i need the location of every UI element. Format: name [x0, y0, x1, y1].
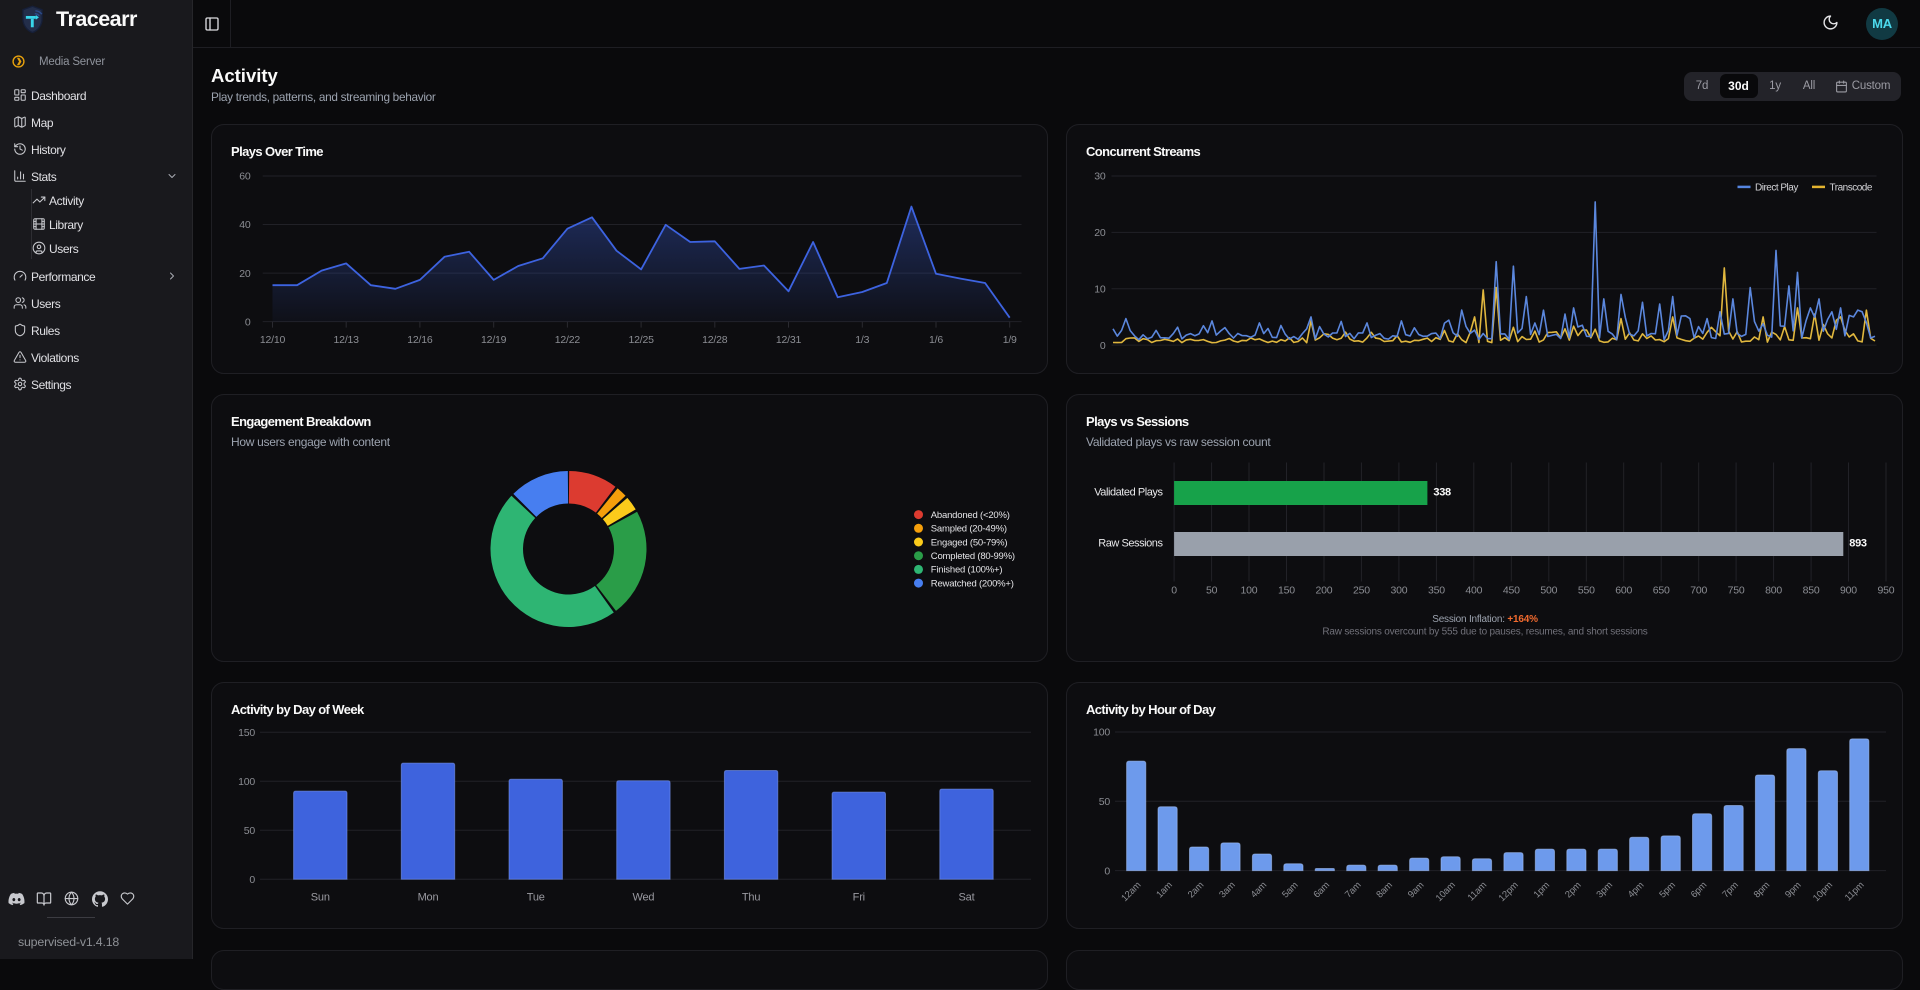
svg-text:100: 100	[1093, 727, 1110, 739]
svg-text:7pm: 7pm	[1720, 880, 1741, 901]
svg-text:Sat: Sat	[959, 892, 975, 904]
svg-text:7am: 7am	[1343, 880, 1364, 901]
svg-text:100: 100	[238, 776, 255, 788]
svg-text:Abandoned (<20%): Abandoned (<20%)	[931, 510, 1010, 521]
svg-text:4am: 4am	[1249, 880, 1270, 901]
svg-text:Session Inflation: +164%: Session Inflation: +164%	[1432, 614, 1538, 625]
svg-text:Sampled (20-49%): Sampled (20-49%)	[931, 524, 1007, 535]
svg-text:600: 600	[1615, 585, 1632, 597]
svg-text:9pm: 9pm	[1783, 880, 1804, 901]
svg-text:Wed: Wed	[632, 892, 654, 904]
svg-text:10am: 10am	[1434, 880, 1458, 904]
svg-text:9am: 9am	[1406, 880, 1427, 901]
svg-text:893: 893	[1849, 538, 1867, 550]
svg-text:1/6: 1/6	[929, 334, 943, 346]
svg-text:1/3: 1/3	[855, 334, 869, 346]
svg-text:50: 50	[1206, 585, 1218, 597]
svg-text:12/22: 12/22	[555, 334, 581, 346]
svg-text:40: 40	[239, 219, 251, 231]
svg-text:20: 20	[1094, 227, 1106, 239]
svg-text:12/28: 12/28	[702, 334, 728, 346]
svg-text:400: 400	[1465, 585, 1482, 597]
svg-text:12/10: 12/10	[260, 334, 286, 346]
svg-text:Tue: Tue	[527, 892, 545, 904]
svg-text:Thu: Thu	[742, 892, 760, 904]
svg-text:8am: 8am	[1374, 880, 1395, 901]
svg-text:350: 350	[1428, 585, 1445, 597]
svg-text:Raw Sessions: Raw Sessions	[1098, 538, 1163, 550]
svg-text:10: 10	[1094, 283, 1106, 295]
svg-text:12/31: 12/31	[776, 334, 802, 346]
svg-text:2am: 2am	[1186, 880, 1207, 901]
svg-text:Sun: Sun	[311, 892, 330, 904]
svg-text:550: 550	[1578, 585, 1595, 597]
svg-text:0: 0	[249, 874, 255, 886]
svg-text:2pm: 2pm	[1563, 880, 1584, 901]
svg-text:5pm: 5pm	[1657, 880, 1678, 901]
svg-text:12/19: 12/19	[481, 334, 507, 346]
svg-text:10pm: 10pm	[1811, 880, 1835, 904]
svg-text:12/13: 12/13	[334, 334, 360, 346]
svg-text:50: 50	[244, 825, 256, 837]
svg-text:800: 800	[1765, 585, 1782, 597]
svg-text:12am: 12am	[1119, 880, 1143, 904]
svg-text:Finished (100%+): Finished (100%+)	[931, 565, 1003, 576]
svg-text:4pm: 4pm	[1626, 880, 1647, 901]
svg-text:Validated Plays: Validated Plays	[1094, 487, 1163, 499]
svg-text:Engaged (50-79%): Engaged (50-79%)	[931, 537, 1008, 548]
svg-text:50: 50	[1099, 796, 1111, 808]
svg-text:0: 0	[1104, 865, 1110, 877]
svg-text:850: 850	[1803, 585, 1820, 597]
svg-text:650: 650	[1653, 585, 1670, 597]
svg-text:12pm: 12pm	[1497, 880, 1521, 904]
svg-text:250: 250	[1353, 585, 1370, 597]
svg-text:0: 0	[1100, 340, 1106, 352]
svg-text:900: 900	[1840, 585, 1857, 597]
svg-text:0: 0	[1171, 585, 1177, 597]
svg-text:500: 500	[1540, 585, 1557, 597]
svg-text:Direct Play: Direct Play	[1755, 182, 1798, 193]
svg-text:Mon: Mon	[418, 892, 439, 904]
svg-text:0: 0	[245, 316, 251, 328]
svg-text:200: 200	[1316, 585, 1333, 597]
svg-text:11am: 11am	[1466, 880, 1490, 904]
svg-text:3am: 3am	[1217, 880, 1238, 901]
svg-text:150: 150	[238, 727, 255, 739]
svg-text:11pm: 11pm	[1843, 880, 1867, 904]
svg-text:150: 150	[1278, 585, 1295, 597]
svg-text:1pm: 1pm	[1532, 880, 1553, 901]
svg-text:950: 950	[1878, 585, 1895, 597]
svg-text:700: 700	[1690, 585, 1707, 597]
svg-text:100: 100	[1241, 585, 1258, 597]
svg-text:450: 450	[1503, 585, 1520, 597]
svg-text:6pm: 6pm	[1689, 880, 1710, 901]
svg-text:Completed (80-99%): Completed (80-99%)	[931, 551, 1015, 562]
svg-text:Transcode: Transcode	[1830, 182, 1873, 193]
svg-text:12/16: 12/16	[407, 334, 433, 346]
svg-text:1am: 1am	[1154, 880, 1175, 901]
svg-text:8pm: 8pm	[1752, 880, 1773, 901]
svg-text:20: 20	[239, 268, 251, 280]
svg-text:Raw sessions overcount by 555: Raw sessions overcount by 555 due to pau…	[1322, 627, 1647, 638]
svg-text:60: 60	[239, 171, 251, 183]
svg-text:12/25: 12/25	[628, 334, 654, 346]
svg-text:300: 300	[1390, 585, 1407, 597]
svg-text:1/9: 1/9	[1003, 334, 1017, 346]
svg-text:30: 30	[1094, 171, 1106, 183]
svg-text:3pm: 3pm	[1594, 880, 1615, 901]
svg-text:750: 750	[1728, 585, 1745, 597]
svg-text:Fri: Fri	[853, 892, 865, 904]
svg-text:Rewatched (200%+): Rewatched (200%+)	[931, 578, 1014, 589]
svg-text:338: 338	[1433, 487, 1451, 499]
svg-text:6am: 6am	[1311, 880, 1332, 901]
svg-text:5am: 5am	[1280, 880, 1301, 901]
